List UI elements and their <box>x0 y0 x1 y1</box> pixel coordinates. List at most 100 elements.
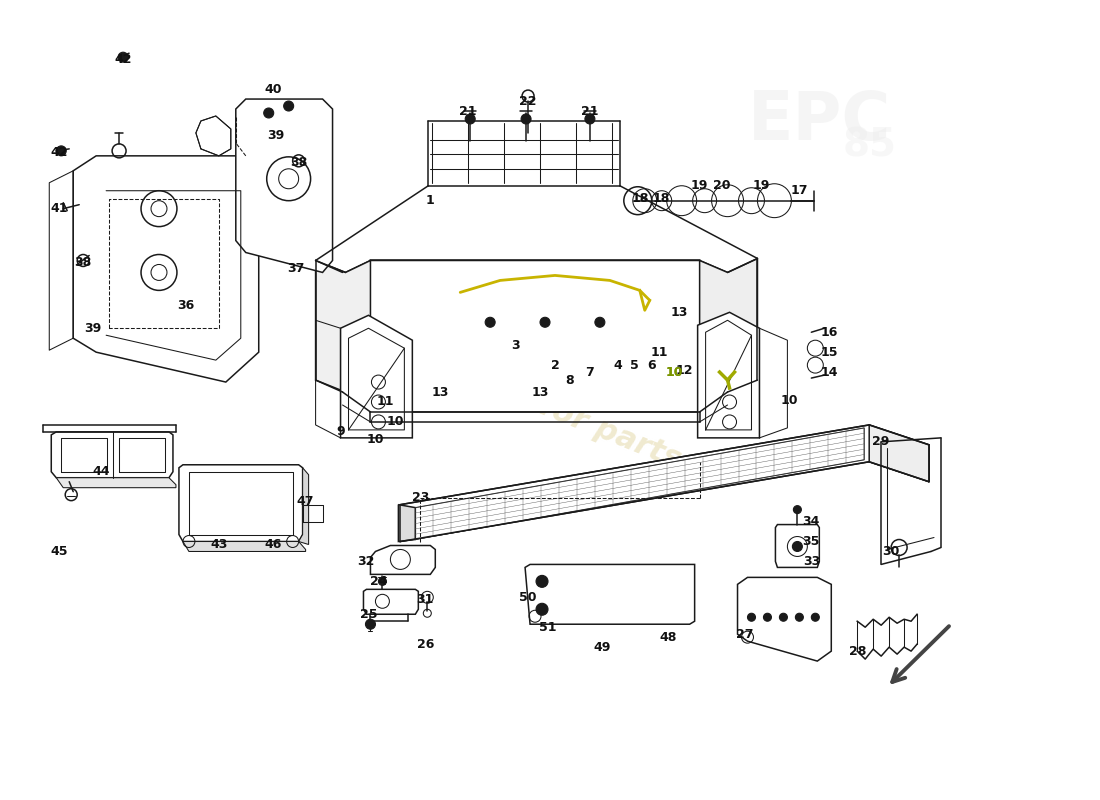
Circle shape <box>465 114 475 124</box>
Text: 30: 30 <box>882 545 900 558</box>
Text: 24: 24 <box>370 575 387 588</box>
Text: 12: 12 <box>675 364 693 377</box>
Text: 10: 10 <box>666 366 683 378</box>
Text: 33: 33 <box>803 555 820 568</box>
Text: 51: 51 <box>539 621 557 634</box>
Text: 13: 13 <box>531 386 549 398</box>
Text: 47: 47 <box>297 495 315 508</box>
Text: 21: 21 <box>581 105 598 118</box>
Polygon shape <box>341 315 412 438</box>
Polygon shape <box>525 565 694 624</box>
Text: 25: 25 <box>360 608 377 621</box>
Text: 11: 11 <box>651 346 669 358</box>
Polygon shape <box>416 428 865 539</box>
Text: 38: 38 <box>75 256 91 269</box>
Polygon shape <box>697 312 759 438</box>
Text: 46: 46 <box>264 538 282 551</box>
Circle shape <box>793 506 802 514</box>
Text: 44: 44 <box>92 466 110 478</box>
Text: 32: 32 <box>356 555 374 568</box>
Circle shape <box>748 614 756 622</box>
Text: 22: 22 <box>519 94 537 107</box>
Text: 14: 14 <box>821 366 838 378</box>
Circle shape <box>795 614 803 622</box>
Circle shape <box>595 318 605 327</box>
Text: 2: 2 <box>551 358 560 372</box>
Circle shape <box>763 614 771 622</box>
Text: 21: 21 <box>460 105 477 118</box>
Polygon shape <box>737 578 832 661</box>
Polygon shape <box>52 432 173 478</box>
Text: 50: 50 <box>519 591 537 604</box>
Polygon shape <box>400 425 930 542</box>
Circle shape <box>812 614 820 622</box>
Text: 17: 17 <box>791 184 808 198</box>
Text: 26: 26 <box>417 638 434 650</box>
Text: a passion for parts: a passion for parts <box>374 326 685 474</box>
Text: 7: 7 <box>585 366 594 378</box>
Text: 41: 41 <box>51 202 68 215</box>
Text: 1: 1 <box>426 194 434 207</box>
Polygon shape <box>363 590 418 614</box>
Text: 28: 28 <box>848 645 866 658</box>
Polygon shape <box>196 116 231 156</box>
Text: 39: 39 <box>267 130 284 142</box>
Circle shape <box>284 101 294 111</box>
Circle shape <box>485 318 495 327</box>
Text: 10: 10 <box>666 366 683 378</box>
Text: 23: 23 <box>411 491 429 504</box>
Circle shape <box>792 542 802 551</box>
Text: 13: 13 <box>431 386 449 398</box>
Text: 36: 36 <box>177 299 195 312</box>
Polygon shape <box>56 478 176 488</box>
Text: 6: 6 <box>648 358 656 372</box>
Text: 9: 9 <box>337 426 344 438</box>
Polygon shape <box>371 546 436 574</box>
Circle shape <box>264 108 274 118</box>
Text: 43: 43 <box>210 538 228 551</box>
Text: 42: 42 <box>114 53 132 66</box>
Text: 5: 5 <box>630 358 639 372</box>
Text: 39: 39 <box>85 322 102 334</box>
Circle shape <box>118 52 128 62</box>
Text: 8: 8 <box>565 374 574 386</box>
Text: 10: 10 <box>366 434 384 446</box>
Polygon shape <box>235 99 332 273</box>
Text: 48: 48 <box>659 630 676 644</box>
Polygon shape <box>869 425 929 482</box>
Text: 27: 27 <box>736 628 754 641</box>
Polygon shape <box>398 505 416 542</box>
Polygon shape <box>179 465 302 542</box>
Circle shape <box>536 575 548 587</box>
Text: 20: 20 <box>713 179 730 192</box>
Text: 11: 11 <box>376 395 394 409</box>
Text: 10: 10 <box>781 394 799 406</box>
Text: 3: 3 <box>510 338 519 352</box>
Text: 10: 10 <box>386 415 404 429</box>
Polygon shape <box>700 258 758 412</box>
Polygon shape <box>183 542 306 551</box>
Polygon shape <box>316 261 371 412</box>
Text: 18: 18 <box>653 192 670 206</box>
Text: 18: 18 <box>631 192 649 206</box>
Text: 49: 49 <box>593 641 611 654</box>
Text: 19: 19 <box>691 179 708 192</box>
Text: 29: 29 <box>872 435 890 448</box>
Polygon shape <box>345 261 727 412</box>
Text: 34: 34 <box>803 515 820 528</box>
Text: EPC: EPC <box>748 88 891 154</box>
Circle shape <box>585 114 595 124</box>
Text: 42: 42 <box>51 146 68 159</box>
Text: 15: 15 <box>821 346 838 358</box>
Polygon shape <box>776 525 820 567</box>
Text: 85: 85 <box>843 127 896 165</box>
Text: 40: 40 <box>264 82 282 95</box>
Circle shape <box>56 146 66 156</box>
Polygon shape <box>74 156 258 382</box>
Text: 16: 16 <box>821 326 838 338</box>
Text: 37: 37 <box>287 262 305 275</box>
Text: 31: 31 <box>417 593 434 606</box>
Text: 35: 35 <box>803 535 820 548</box>
Circle shape <box>378 578 386 586</box>
Text: 13: 13 <box>671 306 689 319</box>
